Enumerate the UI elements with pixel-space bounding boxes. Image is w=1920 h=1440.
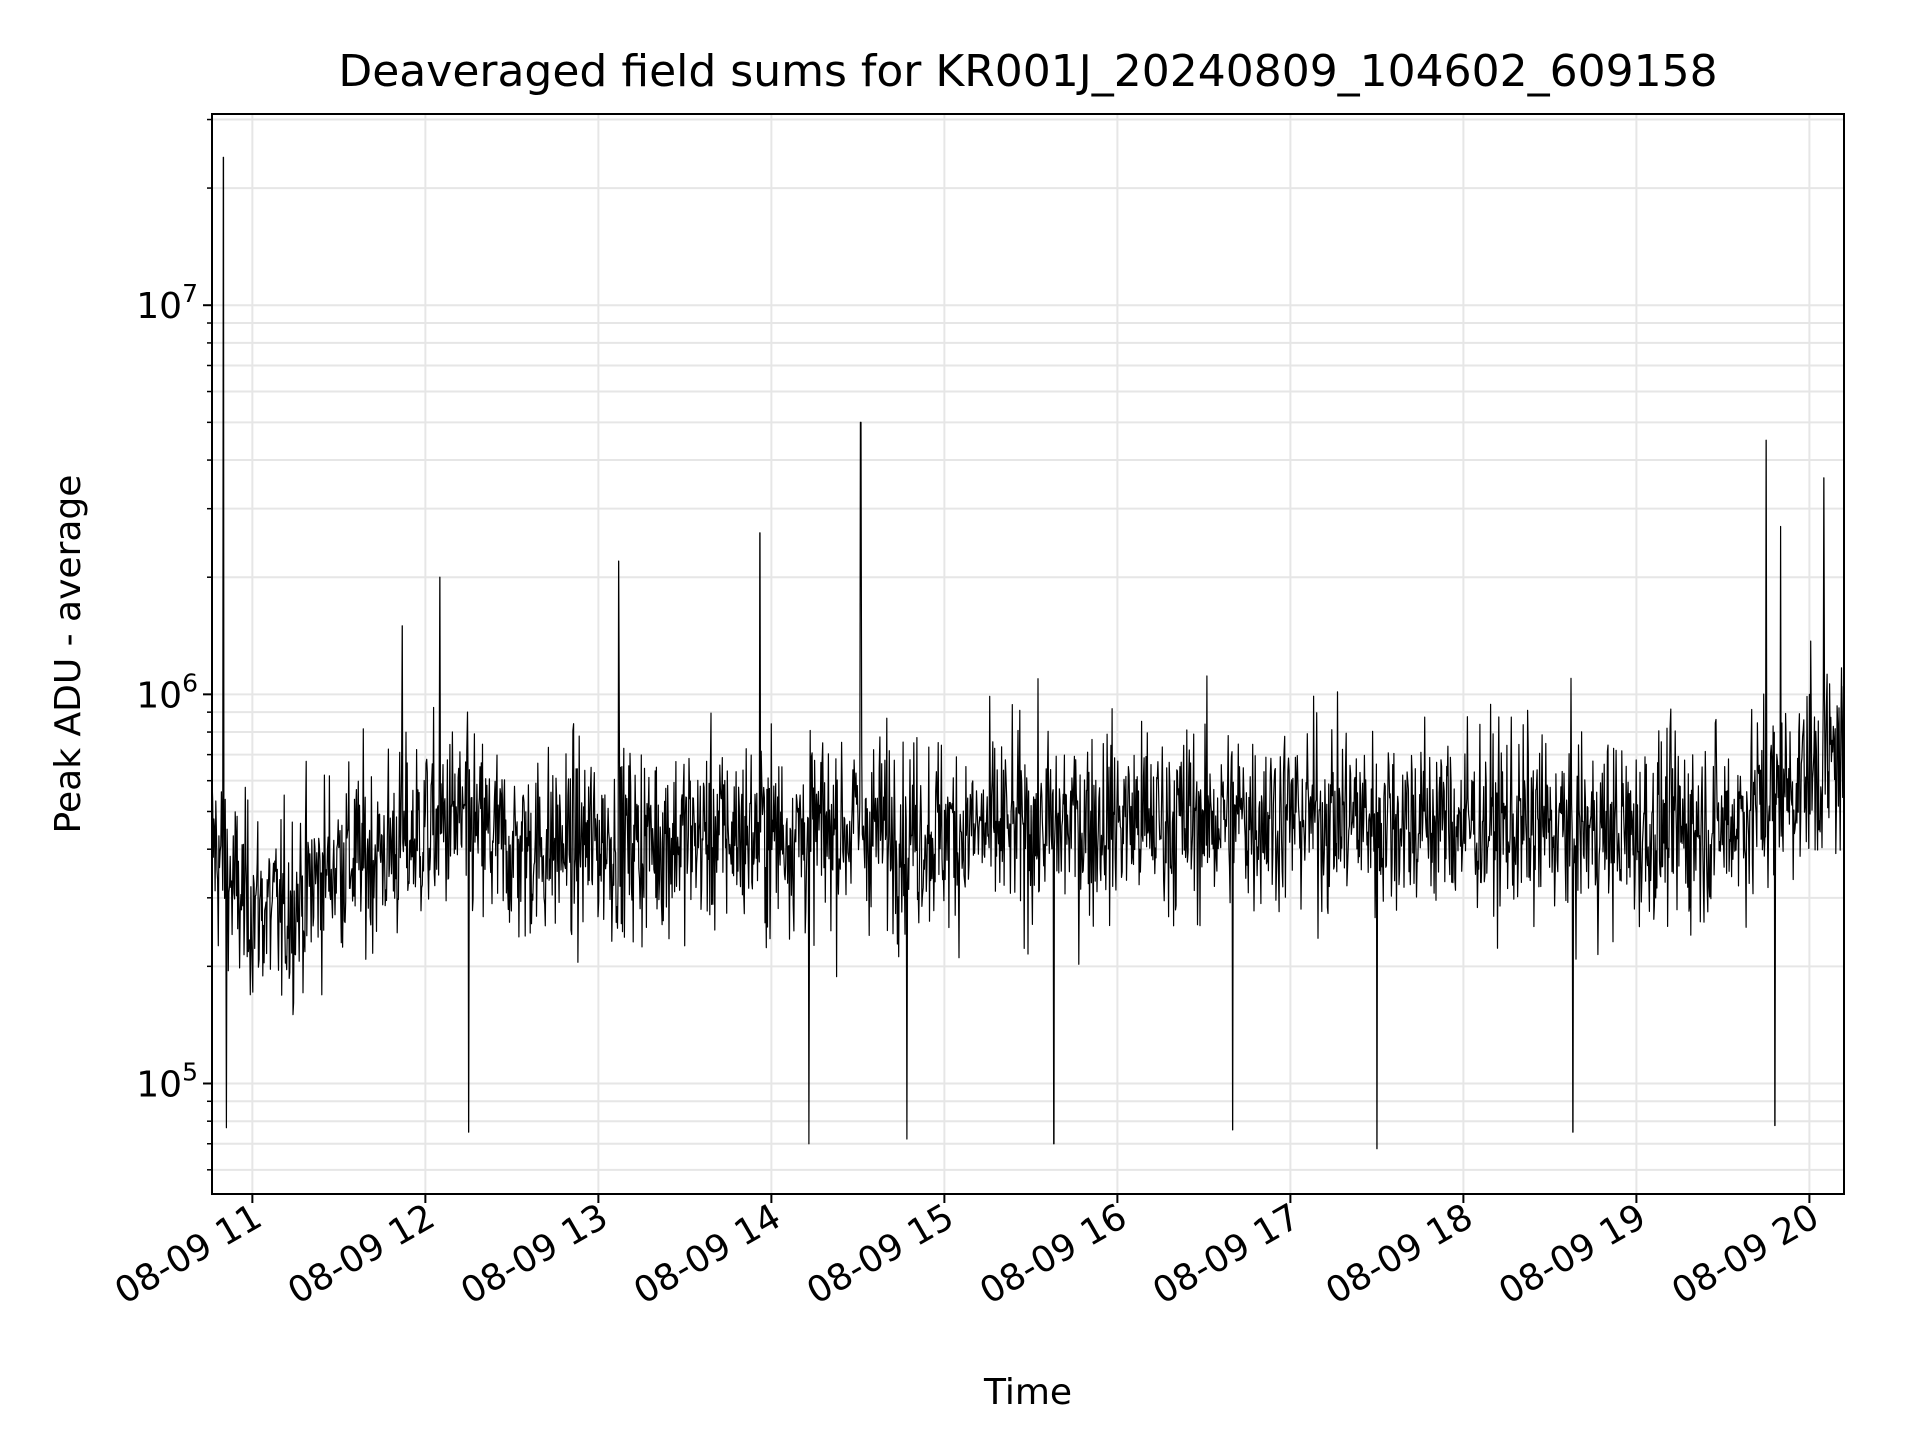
y-tick-label: 107 [136, 279, 198, 327]
grid-layer [212, 114, 1844, 1194]
chart-title: Deaveraged field sums for KR001J_2024080… [338, 46, 1717, 97]
x-tick-label: 08-09 17 [1146, 1196, 1307, 1312]
x-tick-label: 08-09 15 [800, 1196, 961, 1312]
x-tick-label: 08-09 16 [973, 1196, 1134, 1312]
x-tick-label: 08-09 14 [627, 1196, 788, 1312]
x-tick-label: 08-09 11 [108, 1196, 269, 1312]
x-axis-label: Time [983, 1372, 1072, 1413]
x-tick-label: 08-09 18 [1319, 1196, 1480, 1312]
y-axis: 105 106 107 [136, 118, 212, 1171]
series-line [212, 156, 1844, 1150]
x-tick-label: 08-09 13 [454, 1196, 615, 1312]
x-tick-label: 08-09 19 [1492, 1196, 1653, 1312]
plot-frame [211, 113, 1845, 1195]
x-tick-label: 08-09 12 [281, 1196, 442, 1312]
y-tick-label: 105 [136, 1057, 198, 1105]
plot-area [212, 156, 1844, 1150]
x-tick-label: 08-09 20 [1665, 1196, 1826, 1312]
x-axis: 08-09 11 08-09 12 08-09 13 08-09 14 08-09 15… [108, 1194, 1826, 1313]
y-axis-label: Peak ADU - average [48, 475, 89, 834]
y-tick-label: 106 [136, 668, 198, 716]
